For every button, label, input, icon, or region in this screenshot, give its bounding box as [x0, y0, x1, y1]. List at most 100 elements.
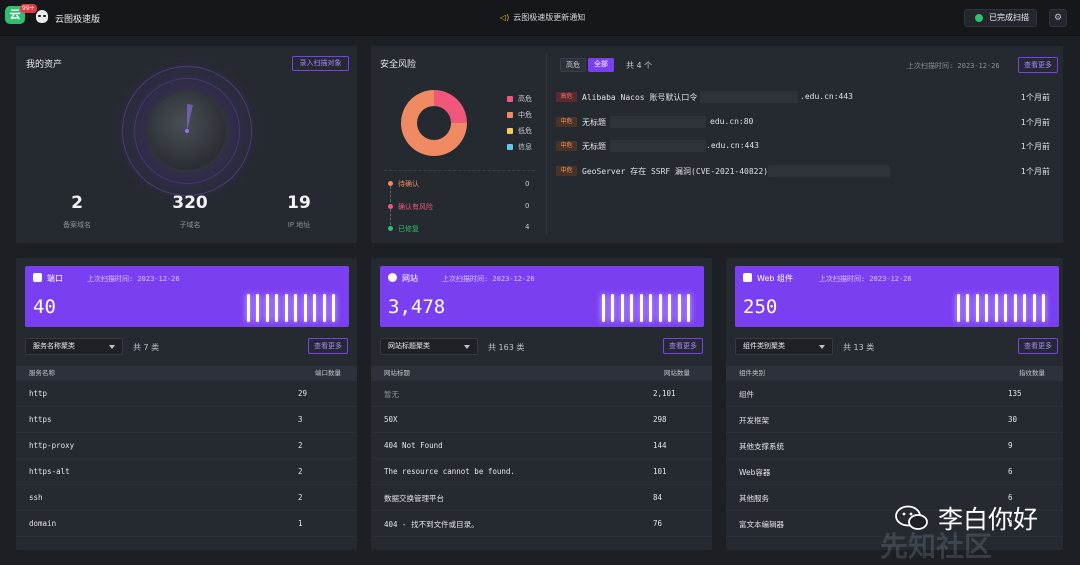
cell-name: ssh	[29, 493, 43, 502]
notification-badge: 99+	[20, 4, 37, 13]
risk-host: .edu.cn:443	[706, 141, 759, 150]
watermark-background-text: 先知社区	[880, 530, 993, 563]
card-last-scan: 上次扫描时间: 2023-12-26	[819, 275, 912, 283]
card-title: 网站	[402, 274, 418, 283]
cell-count: 2	[298, 467, 303, 476]
risk-title: GeoServer 存在 SSRF 漏洞(CVE-2021-40822)	[582, 167, 769, 176]
cell-name: domain	[29, 519, 57, 528]
ports-cluster-select[interactable]: 服务名称聚类	[25, 338, 123, 355]
card-last-scan: 上次扫描时间: 2023-12-26	[442, 275, 535, 283]
risk-item[interactable]: 中危 无标题 edu.cn:80 1个月前	[556, 114, 1053, 130]
risk-item[interactable]: 中危 GeoServer 存在 SSRF 漏洞(CVE-2021-40822) …	[556, 163, 1053, 179]
donut-slice[interactable]	[434, 90, 467, 123]
status-dot	[388, 204, 393, 209]
globe-icon	[388, 273, 397, 282]
cell-count: 144	[653, 441, 667, 450]
ports-summary-card[interactable]: 端口 上次扫描时间: 2023-12-26 40	[25, 266, 349, 327]
table-row[interactable]: 404 - 找不到文件或目录。 76	[371, 511, 712, 537]
donut-slice[interactable]	[401, 90, 467, 156]
legend-swatch	[507, 96, 513, 102]
legend-swatch	[507, 128, 513, 134]
bars-decoration	[247, 294, 335, 322]
cell-name: 404 Not Found	[384, 441, 443, 450]
view-more-button[interactable]: 查看更多	[1018, 57, 1058, 73]
risk-item[interactable]: 中危 无标题 .edu.cn:443 1个月前	[556, 138, 1053, 154]
import-scan-target-button[interactable]: 录入扫描对象	[292, 56, 349, 71]
risk-time: 1个月前	[1020, 118, 1050, 127]
components-view-more-button[interactable]: 查看更多	[1018, 338, 1058, 354]
legend-item: 信息	[507, 142, 532, 152]
gear-icon: ⚙	[1053, 13, 1063, 23]
asset-stat-value: 2	[71, 193, 83, 213]
radar-ring	[122, 66, 252, 196]
filter-tab-high[interactable]: 高危	[560, 58, 586, 72]
ports-count: 共 7 类	[133, 343, 160, 352]
cell-count: 3	[298, 415, 303, 424]
table-row[interactable]: domain 1	[16, 511, 357, 537]
table-row[interactable]: https-alt 2	[16, 459, 357, 485]
cell-count: 3	[1008, 519, 1013, 528]
table-row[interactable]: 404 Not Found 144	[371, 433, 712, 459]
risk-title: 无标题	[582, 142, 606, 151]
cell-name: https-alt	[29, 467, 70, 476]
status-dot	[388, 226, 393, 231]
status-row[interactable]: 已修复	[388, 224, 419, 234]
card-last-scan: 上次扫描时间: 2023-12-26	[87, 275, 180, 283]
risk-time: 1个月前	[1020, 167, 1050, 176]
cell-count: 6	[1008, 467, 1013, 476]
table-row[interactable]: 其他支撑系统 9	[726, 433, 1063, 459]
sites-summary-card[interactable]: 网站 上次扫描时间: 2023-12-26 3,478	[380, 266, 704, 327]
table-row[interactable]: ssh 2	[16, 485, 357, 511]
cell-count: 9	[1008, 441, 1013, 450]
sites-view-more-button[interactable]: 查看更多	[663, 338, 703, 354]
components-cluster-select[interactable]: 组件类别聚类	[735, 338, 833, 355]
status-row[interactable]: 确认有风险	[388, 202, 433, 212]
risk-host: edu.cn:80	[710, 117, 754, 126]
table-row[interactable]: 组件 135	[726, 381, 1063, 407]
legend-item: 中危	[507, 110, 532, 120]
table-row[interactable]: 数据交换管理平台 84	[371, 485, 712, 511]
table-row[interactable]: http-proxy 2	[16, 433, 357, 459]
table-row[interactable]: The resource cannot be found. 101	[371, 459, 712, 485]
update-notice[interactable]: ◁) 云图极速版更新通知	[500, 13, 586, 22]
card-title: 端口	[47, 274, 63, 283]
components-summary-card[interactable]: Web 组件 上次扫描时间: 2023-12-26 250	[735, 266, 1059, 327]
bars-decoration	[957, 294, 1045, 322]
cell-count: 101	[653, 467, 667, 476]
ports-view-more-button[interactable]: 查看更多	[308, 338, 348, 354]
filter-tab-all[interactable]: 全部	[588, 58, 614, 72]
table-row[interactable]: 50X 298	[371, 407, 712, 433]
scan-status-button[interactable]: 已完成扫描	[964, 9, 1037, 27]
risk-item[interactable]: 高危 Alibaba Nacos 账号默认口令 .edu.cn:443 1个月前	[556, 89, 1053, 105]
cell-count: 2	[298, 441, 303, 450]
settings-button[interactable]: ⚙	[1049, 9, 1067, 27]
cell-count: 2,101	[653, 389, 676, 398]
table-row[interactable]: http 29	[16, 381, 357, 407]
risk-host: .edu.cn:443	[800, 92, 853, 101]
table-row[interactable]: Web容器 6	[726, 459, 1063, 485]
legend-item: 高危	[507, 94, 532, 104]
cell-count: 6	[1008, 493, 1013, 502]
table-row[interactable]: 富文本编辑器 3	[726, 511, 1063, 537]
legend-swatch	[507, 112, 513, 118]
status-value: 0	[525, 202, 530, 210]
cell-count: 298	[653, 415, 667, 424]
status-value: 4	[525, 223, 530, 231]
table-row[interactable]: https 3	[16, 407, 357, 433]
legend-item: 低危	[507, 126, 532, 136]
status-row[interactable]: 待确认	[388, 179, 419, 189]
cell-name: http-proxy	[29, 441, 75, 450]
table-row[interactable]: 暂无 2,101	[371, 381, 712, 407]
card-value: 40	[33, 296, 56, 318]
asset-stat-value: 19	[287, 193, 311, 213]
wechat-icon	[895, 505, 928, 530]
table-row[interactable]: 其他服务 6	[726, 485, 1063, 511]
table-row[interactable]: 开发框架 30	[726, 407, 1063, 433]
divider	[546, 54, 547, 234]
components-table-header: 组件类别 指纹数量	[726, 366, 1063, 381]
timeline-line	[390, 186, 391, 202]
cell-count: 135	[1008, 389, 1022, 398]
sites-cluster-select[interactable]: 网站标题聚类	[380, 338, 478, 355]
check-icon	[975, 14, 983, 22]
cell-count: 29	[298, 389, 308, 398]
